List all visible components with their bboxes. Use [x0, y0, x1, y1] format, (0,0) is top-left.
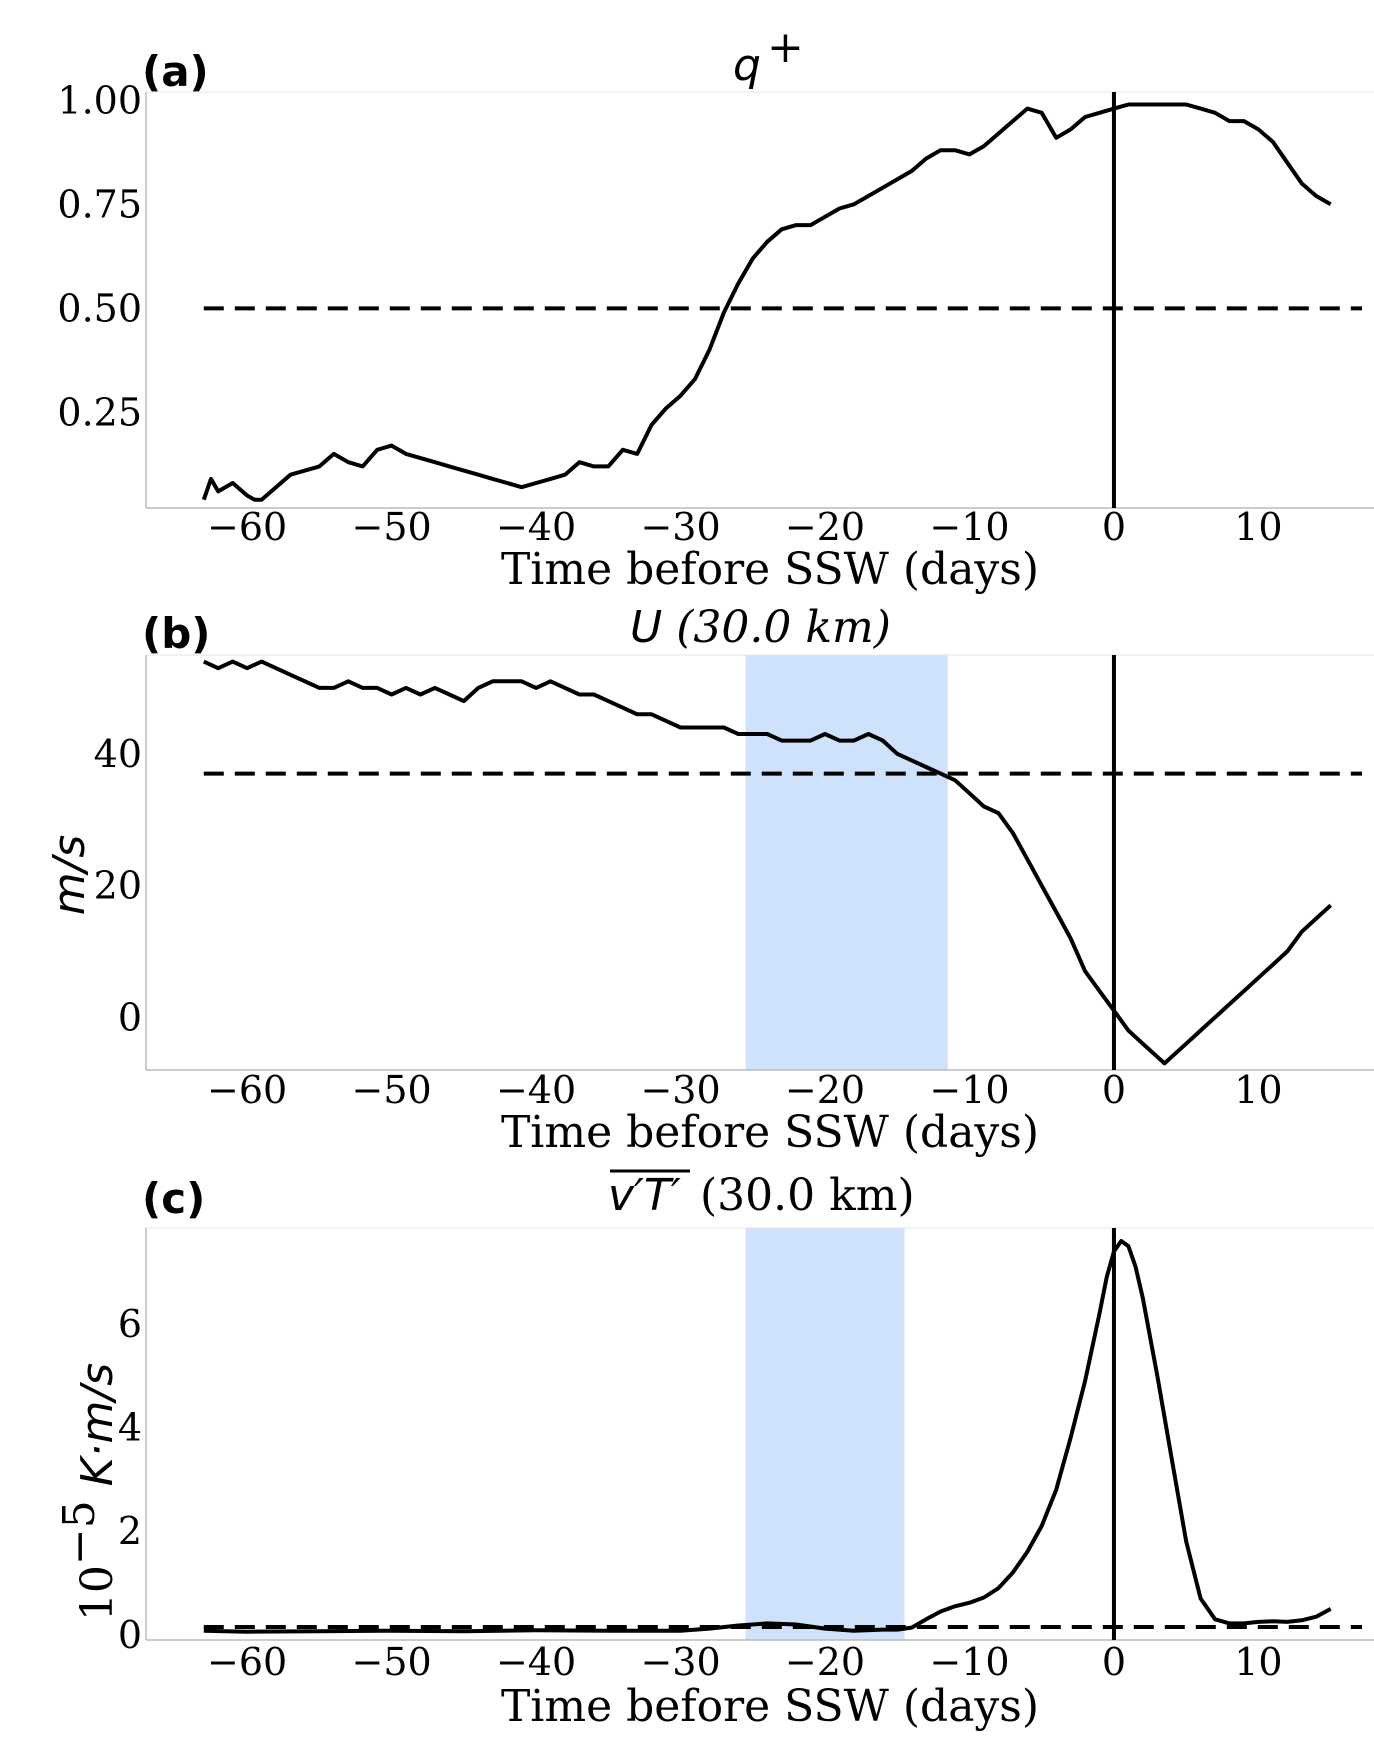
panel-a-xlabel: Time before SSW (days) — [501, 544, 1039, 595]
panel-b-title: U (30.0 km) — [630, 602, 891, 653]
panel-label-a: (a) — [142, 47, 209, 96]
panel-c-xtick-label: −20 — [785, 1640, 865, 1684]
svg-text:(30.0 km): (30.0 km) — [700, 1170, 915, 1221]
panel-b: −60 −50 −40 −30 −20 −10 0 10 0 20 40 (b) U (30.0 k… — [44, 602, 1374, 1158]
panel-c-xtick-label: −10 — [929, 1640, 1009, 1684]
panel-b-ytick-label: 40 — [94, 732, 142, 776]
panel-a: −60 −50 −40 −30 −20 −10 0 10 0.25 0.50 0.75 1.00 (a… — [57, 22, 1374, 595]
panel-c-xlabel: Time before SSW (days) — [501, 1681, 1039, 1732]
panel-b-xtick-label: 10 — [1234, 1068, 1282, 1112]
panel-c-ytick-label: 2 — [118, 1509, 142, 1553]
panel-a-ytick-label: 0.50 — [57, 286, 142, 330]
panel-a-series-line — [201, 102, 1332, 502]
panel-b-xtick-label: −30 — [640, 1068, 720, 1112]
panel-b-series-line — [202, 659, 1333, 1066]
panel-c-xtick-label: −30 — [640, 1640, 720, 1684]
panel-a-title: q + — [733, 22, 804, 91]
panel-a-ytick-label: 0.25 — [57, 390, 142, 434]
panel-b-xtick-label: −60 — [207, 1068, 287, 1112]
panel-c-ylabel: 10−5K·m/s — [54, 1363, 123, 1621]
panel-b-xtick-label: −20 — [785, 1068, 865, 1112]
panel-b-shade-window — [745, 655, 948, 1070]
panel-b-xtick-label: −50 — [351, 1068, 431, 1112]
svg-text:v′T′: v′T′ — [608, 1170, 681, 1221]
panel-c-title: v′T′ (30.0 km) — [608, 1169, 915, 1221]
panel-b-xtick-label: −40 — [496, 1068, 576, 1112]
panel-c-xtick-label: −50 — [351, 1640, 431, 1684]
panel-label-b: (b) — [142, 609, 210, 658]
panel-a-xtick-label: −40 — [496, 505, 576, 549]
panel-c-ytick-label: 6 — [118, 1302, 142, 1346]
panel-b-xtick-label: −10 — [929, 1068, 1009, 1112]
panel-a-xtick-label: −60 — [207, 505, 287, 549]
panel-a-xtick-label: −10 — [929, 505, 1009, 549]
panel-b-xlabel: Time before SSW (days) — [501, 1107, 1039, 1158]
panel-c-xtick-label: −60 — [207, 1640, 287, 1684]
panel-label-c: (c) — [142, 1174, 205, 1223]
panel-a-ytick-label: 1.00 — [57, 78, 142, 122]
panel-c-xtick-label: −40 — [496, 1640, 576, 1684]
panel-a-xtick-label: 10 — [1234, 505, 1282, 549]
panel-a-xtick-label: −30 — [640, 505, 720, 549]
panel-c-shade-window — [745, 1228, 905, 1640]
panel-c-ytick-label: 4 — [118, 1406, 142, 1450]
panel-b-ytick-label: 20 — [94, 864, 142, 908]
panel-c-xtick-label: 10 — [1234, 1640, 1282, 1684]
panel-a-xtick-label: 0 — [1102, 505, 1126, 549]
panel-a-xtick-label: −50 — [351, 505, 431, 549]
panel-b-ytick-label: 0 — [118, 995, 142, 1039]
panel-c: −60 −50 −40 −30 −20 −10 0 10 0 2 4 6 (c) v′T′ (30.0… — [54, 1169, 1374, 1732]
panel-c-series-line — [203, 1239, 1332, 1634]
panel-b-ylabel: m/s — [44, 835, 95, 916]
panel-c-ytick-label: 0 — [118, 1613, 142, 1657]
panel-c-xtick-label: 0 — [1102, 1640, 1126, 1684]
panel-a-xtick-label: −20 — [785, 505, 865, 549]
panel-b-xtick-label: 0 — [1102, 1068, 1126, 1112]
panel-a-ytick-label: 0.75 — [57, 182, 142, 226]
